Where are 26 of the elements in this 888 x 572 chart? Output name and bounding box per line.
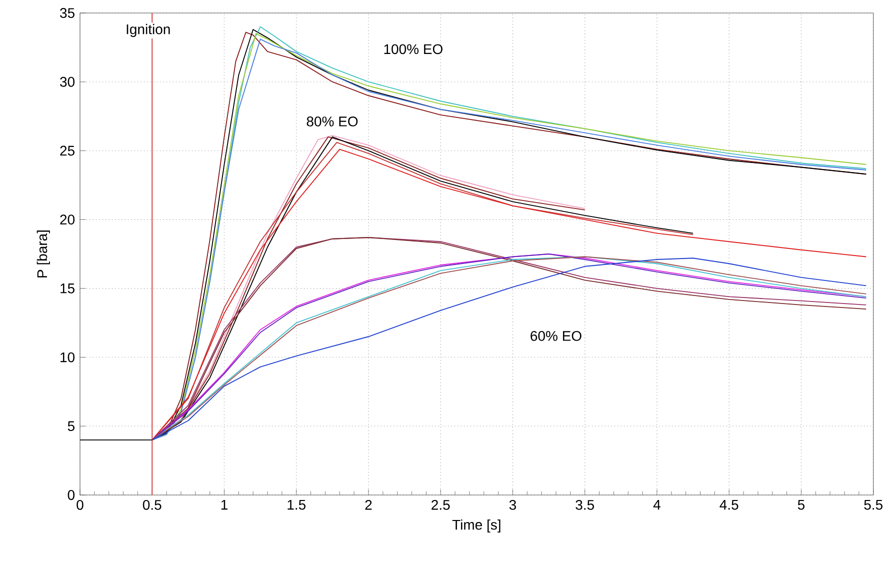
x-tick-label: 0.5	[142, 500, 162, 510]
x-tick-label: 5	[798, 500, 805, 510]
x-tick-label: 5.5	[864, 500, 882, 510]
y-tick-label: 0	[68, 490, 75, 500]
x-tick-label: 2	[365, 500, 372, 510]
y-tick-label: 20	[60, 214, 75, 225]
y-tick-label: 10	[60, 352, 75, 362]
y-tick-label: 25	[60, 146, 74, 156]
annotation: 80% EO	[306, 116, 358, 126]
x-tick-label: 1	[221, 500, 228, 510]
y-tick-label: 35	[60, 8, 74, 18]
y-tick-label: 15	[60, 284, 74, 294]
x-tick-label: 0	[76, 500, 84, 510]
y-axis-title: P [bara]	[36, 230, 50, 278]
x-tick-label: 1.5	[288, 500, 306, 510]
y-tick-label: 30	[60, 76, 75, 87]
x-tick-label: 2.5	[432, 500, 450, 510]
ref-line-label: Ignition	[126, 24, 170, 37]
annotation: 60% EO	[530, 330, 582, 341]
x-axis-title: Time [s]	[452, 519, 500, 532]
x-tick-label: 3.5	[576, 500, 594, 510]
y-tick-label: 5	[68, 421, 74, 432]
x-tick-label: 4.5	[720, 500, 738, 510]
x-tick-label: 4	[653, 500, 660, 510]
x-tick-label: 3	[509, 500, 516, 510]
annotation: 100% EO	[384, 44, 442, 54]
